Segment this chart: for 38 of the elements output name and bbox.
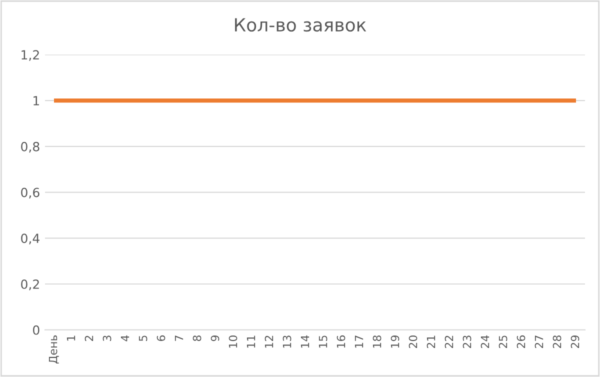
- x-tick-label: 16: [336, 335, 346, 348]
- x-tick-label: 25: [498, 336, 508, 348]
- x-tick-label: 24: [480, 335, 490, 348]
- x-tick-label: 20: [408, 335, 418, 348]
- x-tick-label: 2: [84, 336, 94, 341]
- x-tick-label: 7: [174, 336, 184, 341]
- x-tick-label: 9: [210, 336, 220, 342]
- x-tick-label: 12: [264, 336, 274, 348]
- x-tick-label: 19: [390, 336, 400, 348]
- x-tick-label: 28: [552, 335, 562, 348]
- x-tick-label: 29: [570, 336, 580, 348]
- y-tick-label: 1,2: [22, 50, 39, 61]
- x-tick-label: 1: [66, 336, 76, 341]
- y-tick-label: 0: [33, 325, 40, 335]
- x-tick-label: 8: [192, 335, 202, 342]
- x-tick-label: 14: [300, 335, 310, 348]
- y-tick-label: 1: [34, 96, 39, 106]
- x-tick-label: День: [48, 335, 59, 364]
- x-tick-label: 17: [354, 336, 364, 348]
- y-tick-label: 0,4: [21, 234, 40, 244]
- x-tick-label: 4: [120, 335, 130, 342]
- x-tick-label: 6: [156, 335, 166, 342]
- x-tick-label: 26: [516, 335, 526, 348]
- x-tick-label: 5: [138, 336, 148, 341]
- x-tick-label: 13: [282, 336, 292, 348]
- x-tick-label: 18: [372, 335, 382, 348]
- x-tick-label: 11: [246, 336, 256, 348]
- x-tick-label: 15: [318, 336, 328, 348]
- x-tick-label: 22: [444, 336, 454, 348]
- x-tick-label: 23: [462, 336, 472, 348]
- x-tick-label: 3: [102, 336, 112, 341]
- x-tick-label: 27: [534, 336, 544, 348]
- chart-title: Кол-во заявок: [235, 18, 366, 32]
- x-tick-label: 10: [228, 335, 238, 348]
- y-tick-label: 0,8: [21, 142, 40, 153]
- y-tick-label: 0,2: [21, 279, 39, 290]
- y-tick-label: 0,6: [21, 188, 40, 198]
- x-tick-label: 21: [426, 336, 436, 348]
